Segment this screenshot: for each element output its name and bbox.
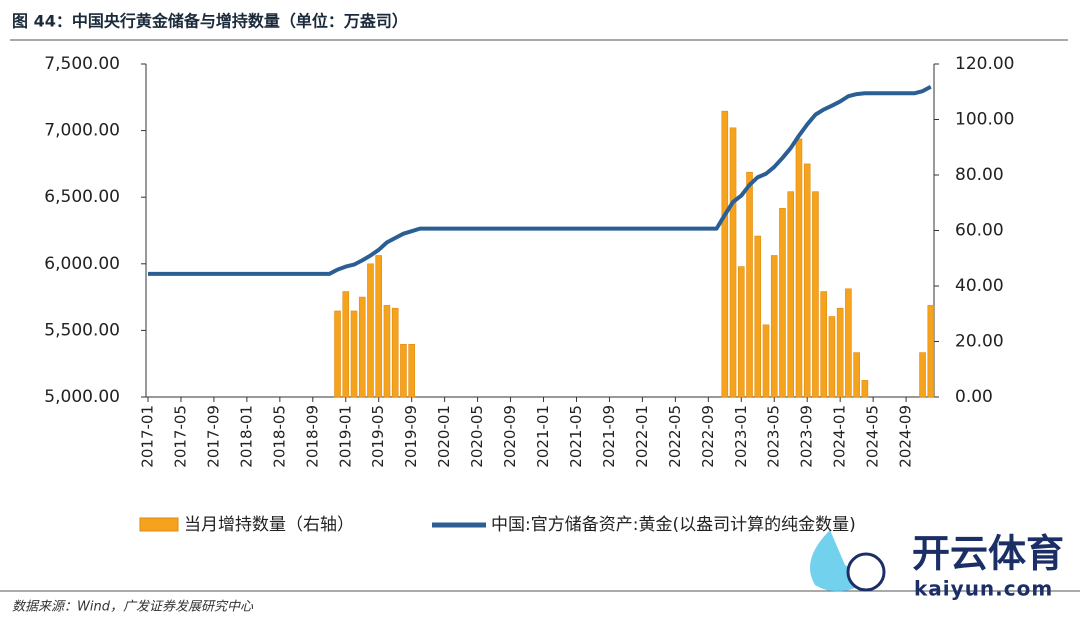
bar — [375, 255, 383, 398]
y2-tick-label: 20.00 — [955, 332, 1004, 352]
bar — [770, 255, 778, 398]
legend-label: 当月增持数量（右轴） — [184, 515, 354, 535]
bar — [383, 305, 391, 398]
x-tick-label: 2020-01 — [435, 405, 453, 468]
x-tick-label: 2018-05 — [270, 405, 288, 468]
x-tick-label: 2024-09 — [897, 405, 915, 468]
bar — [342, 291, 350, 398]
y-tick-label: 5,500.00 — [44, 320, 120, 340]
chart-title: 图 44：中国央行黄金储备与增持数量（单位：万盎司） — [12, 12, 408, 31]
y2-tick-label: 40.00 — [955, 276, 1004, 296]
source: 数据来源：Wind，广发证券发展研究中心 — [12, 599, 254, 615]
x-tick-label: 2019-09 — [402, 405, 420, 468]
y-tick-label: 7,500.00 — [44, 54, 120, 74]
bar — [853, 352, 860, 398]
x-tick-label: 2019-01 — [336, 405, 354, 468]
bar — [408, 343, 415, 398]
x-tick-label: 2022-05 — [666, 405, 684, 468]
bar — [367, 263, 374, 398]
x-tick-label: 2023-05 — [765, 405, 783, 468]
x-tick-label: 2021-09 — [600, 405, 618, 468]
bar — [779, 208, 786, 398]
x-tick-label: 2024-01 — [831, 405, 849, 468]
bar — [845, 288, 852, 398]
x-tick-label: 2023-01 — [732, 405, 750, 468]
x-tick-label: 2017-09 — [204, 405, 222, 468]
bar — [812, 191, 819, 398]
logo-ball — [846, 552, 886, 592]
bar — [927, 305, 935, 398]
bar — [350, 310, 358, 398]
x-tick-label: 2021-05 — [567, 405, 585, 468]
bar — [400, 343, 407, 398]
y-tick-label: 6,000.00 — [44, 254, 120, 274]
y-tick-label: 6,500.00 — [44, 187, 120, 207]
bar — [820, 291, 827, 398]
x-tick-label: 2020-09 — [501, 405, 519, 468]
bar — [746, 171, 753, 398]
line — [148, 85, 932, 276]
x-tick-label: 2020-05 — [468, 405, 486, 468]
y2-tick-label: 120.00 — [955, 54, 1014, 74]
x-tick-label: 2017-01 — [139, 405, 157, 468]
bar — [803, 163, 811, 398]
bar — [729, 127, 737, 398]
x-tick-label: 2022-09 — [699, 405, 717, 468]
watermark: 开云体育 kaiyun.com — [810, 530, 1064, 601]
x-tick-label: 2017-05 — [171, 405, 189, 468]
bar — [861, 380, 869, 398]
bar — [787, 191, 795, 398]
y2-tick-label: 100.00 — [955, 110, 1014, 130]
bar — [762, 324, 770, 398]
x-tick-label: 2018-01 — [237, 405, 255, 468]
x-tick-label: 2018-09 — [303, 405, 321, 468]
x-tick-label: 2024-05 — [864, 405, 882, 468]
bar — [828, 316, 836, 398]
bar — [737, 266, 745, 398]
legend-label: 中国:官方储备资产:黄金(以盎司计算的纯金数量) — [491, 515, 856, 535]
bar — [358, 296, 366, 398]
x-tick-label: 2021-01 — [534, 405, 552, 468]
y-tick-label: 5,000.00 — [44, 387, 120, 407]
y-tick-label: 7,000.00 — [44, 121, 120, 141]
bar — [754, 235, 762, 398]
y2-tick-label: 60.00 — [955, 221, 1004, 241]
watermark-site: kaiyun.com — [914, 577, 1053, 601]
x-tick-label: 2023-09 — [798, 405, 816, 468]
x-tick-label: 2022-01 — [633, 405, 651, 468]
bar — [795, 138, 803, 398]
x-tick-label: 2019-05 — [369, 405, 387, 468]
bar — [721, 110, 729, 398]
bar — [919, 352, 926, 398]
bar — [836, 307, 844, 398]
y2-tick-label: 0.00 — [955, 387, 993, 407]
bar — [391, 307, 399, 398]
legend-swatch — [139, 517, 179, 532]
bar — [334, 310, 341, 398]
y2-tick-label: 80.00 — [955, 165, 1004, 185]
watermark-name: 开云体育 — [912, 532, 1064, 576]
